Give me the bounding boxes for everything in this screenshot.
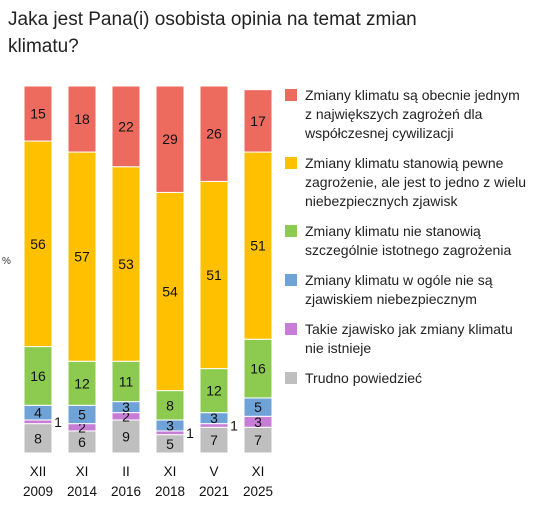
category-label: XI: [252, 464, 265, 479]
category-label: XII: [30, 464, 47, 479]
data-label: 29: [162, 131, 178, 147]
bar-segment: [243, 338, 273, 399]
bar-segment: [243, 89, 273, 153]
data-label: 26: [206, 126, 222, 142]
category-label: II: [122, 464, 130, 479]
legend-label: Takie zjawisko jak zmiany klimatu nie is…: [305, 321, 513, 356]
bar-segment: [243, 151, 273, 340]
data-label: 53: [118, 256, 134, 272]
legend-label: Trudno powiedzieć: [305, 370, 422, 386]
data-label: 3: [166, 417, 174, 433]
data-label: 5: [166, 436, 174, 452]
data-label: 4: [34, 405, 42, 421]
unit-label: %: [2, 256, 11, 267]
data-label: 22: [118, 118, 134, 134]
data-label: 57: [74, 249, 90, 265]
bar-segment: [111, 419, 141, 454]
data-label: 8: [34, 430, 42, 446]
legend-swatch: [285, 274, 297, 286]
bar-segment: [111, 85, 141, 168]
legend-swatch: [285, 157, 297, 169]
data-label: 2: [78, 419, 86, 435]
bar-segment: [155, 390, 185, 421]
category-year-label: 2014: [67, 484, 98, 499]
legend-label: Zmiany klimatu stanowią pewne zagrożenie…: [305, 155, 527, 209]
data-label: 1: [54, 414, 62, 430]
data-label: 6: [78, 434, 86, 450]
bar-segment: [243, 426, 273, 454]
data-label: 5: [78, 406, 86, 422]
category-year-label: 2016: [111, 484, 141, 499]
data-label: 17: [250, 113, 266, 129]
legend-item: Takie zjawisko jak zmiany klimatu nie is…: [285, 320, 530, 358]
bar-segment: [199, 85, 229, 182]
legend-label: Zmiany klimatu w ogóle nie są zjawiskiem…: [305, 272, 493, 307]
bar-segment: [155, 85, 185, 193]
category-year-label: 2021: [199, 484, 229, 499]
bar-segment: [23, 85, 53, 142]
legend-item: Zmiany klimatu są obecnie jednym z najwi…: [285, 86, 530, 143]
data-label: 7: [254, 432, 262, 448]
chart-title: Jaka jest Pana(i) osobista opinia na tem…: [8, 9, 417, 57]
data-label: 1: [230, 417, 238, 433]
legend-item: Zmiany klimatu stanowią pewne zagrożenie…: [285, 154, 530, 211]
bar-segment: [199, 426, 229, 454]
category-year-label: 2025: [243, 484, 273, 499]
legend-swatch: [285, 225, 297, 237]
category-year-label: 2009: [23, 484, 53, 499]
data-label: 12: [206, 383, 222, 399]
legend: Zmiany klimatu są obecnie jednym z najwi…: [285, 86, 530, 388]
data-label: 51: [250, 238, 266, 254]
category-label: XI: [76, 464, 89, 479]
category-label: V: [209, 464, 218, 479]
legend-swatch: [285, 372, 297, 384]
data-label: 16: [250, 361, 266, 377]
data-label: 3: [254, 414, 262, 430]
bar-segment: [67, 360, 97, 406]
data-label: 8: [166, 397, 174, 413]
data-label: 12: [74, 375, 90, 391]
data-label: 11: [119, 373, 134, 389]
legend-item: Zmiany klimatu w ogóle nie są zjawiskiem…: [285, 271, 530, 309]
bar-segment: [199, 368, 229, 414]
legend-item: Trudno powiedzieć: [285, 369, 530, 388]
legend-label: Zmiany klimatu nie stanowią szczególnie …: [305, 223, 512, 258]
data-label: 3: [122, 399, 130, 415]
category-label: XI: [164, 464, 177, 479]
data-label: 16: [30, 368, 46, 384]
data-label: 1: [186, 425, 194, 441]
data-label: 54: [162, 284, 178, 300]
data-label: 9: [122, 428, 130, 444]
data-label: 5: [254, 399, 262, 415]
bar-segment: [199, 180, 229, 370]
data-label: 7: [210, 432, 218, 448]
bar-segment: [67, 85, 97, 153]
bar-segment: [23, 140, 53, 348]
legend-label: Zmiany klimatu są obecnie jednym z najwi…: [305, 87, 520, 141]
category-year-label: 2018: [155, 484, 185, 499]
legend-item: Zmiany klimatu nie stanowią szczególnie …: [285, 222, 530, 260]
data-label: 51: [206, 267, 222, 283]
data-label: 2: [122, 408, 130, 424]
data-label: 15: [30, 106, 46, 122]
bar-segment: [67, 151, 97, 362]
bar-segment: [23, 423, 53, 454]
data-label: 3: [210, 410, 218, 426]
legend-swatch: [285, 323, 297, 335]
legend-swatch: [285, 89, 297, 101]
data-label: 56: [30, 236, 46, 252]
data-label: 18: [74, 111, 90, 127]
bar-segment: [111, 360, 141, 403]
